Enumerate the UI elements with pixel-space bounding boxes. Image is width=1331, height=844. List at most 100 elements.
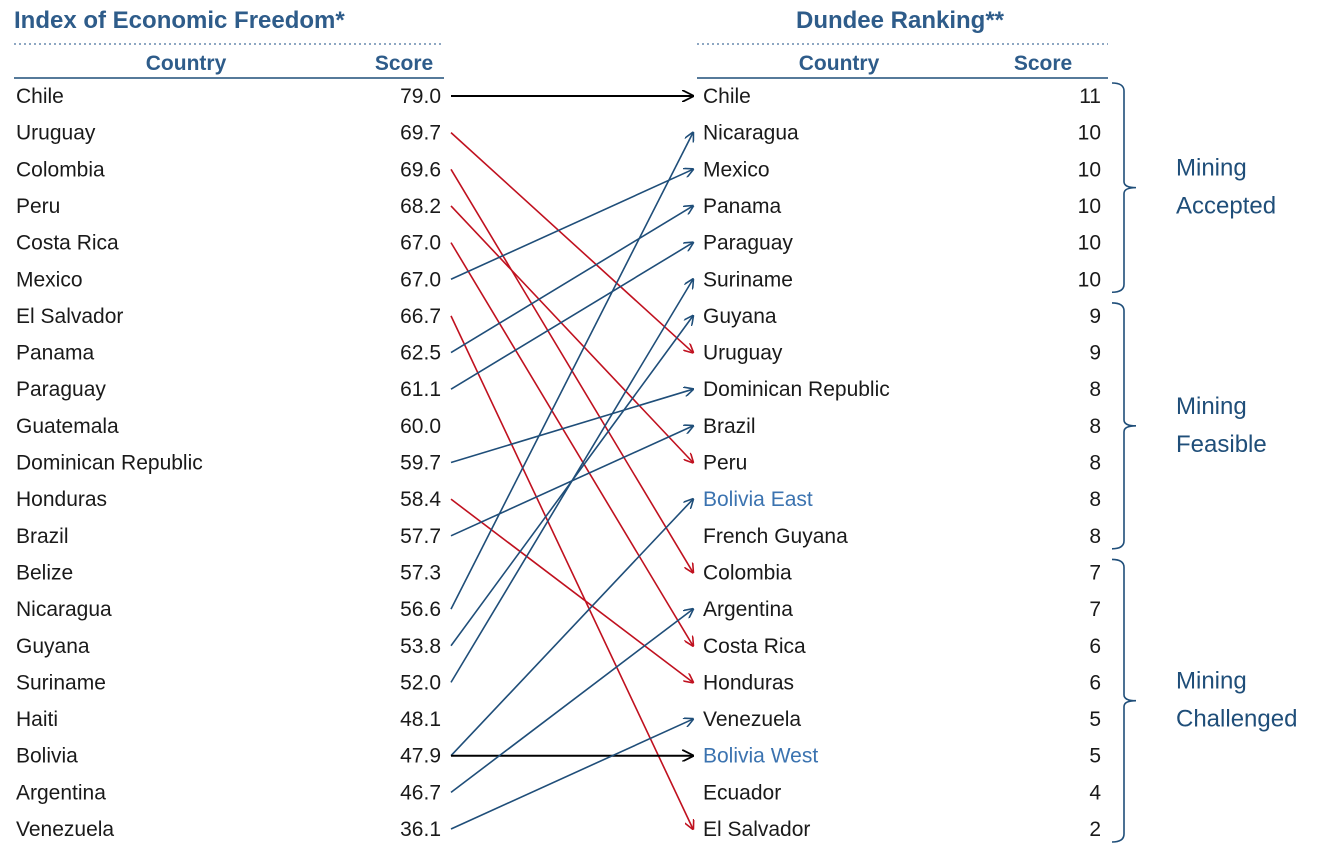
group-brace	[1111, 558, 1137, 843]
right-row-score: 10	[1078, 195, 1101, 218]
left-row-score: 57.3	[400, 561, 441, 584]
left-row-score: 68.2	[400, 195, 441, 218]
left-header-score: Score	[375, 52, 433, 75]
left-row-score: 62.5	[400, 342, 441, 365]
right-row-score: 7	[1089, 561, 1101, 584]
right-row-country: Argentina	[703, 598, 793, 621]
arrow-nicaragua-to-nicaragua	[450, 133, 693, 610]
right-row-country: Uruguay	[703, 342, 783, 365]
left-row-score: 59.7	[400, 452, 441, 475]
left-row-country: Colombia	[16, 158, 105, 181]
right-row-country: Nicaragua	[703, 122, 799, 145]
left-row-country: Uruguay	[16, 122, 96, 145]
right-row-country: Honduras	[703, 671, 794, 694]
left-row-country: Bolivia	[16, 745, 78, 768]
right-row-score: 10	[1078, 268, 1101, 291]
left-row-score: 46.7	[400, 781, 441, 804]
arrow-dominican-republic-to-dominican-republic	[450, 389, 693, 464]
right-row-country: Suriname	[703, 268, 793, 291]
left-row-score: 56.6	[400, 598, 441, 621]
right-row-score: 9	[1089, 342, 1101, 365]
left-row-country: Haiti	[16, 708, 58, 731]
group-label-line2: Accepted	[1176, 193, 1276, 220]
left-row-country: Venezuela	[16, 818, 114, 841]
right-row-score: 10	[1078, 122, 1101, 145]
right-table-title: Dundee Ranking**	[796, 7, 1005, 34]
arrow-uruguay-to-uruguay	[450, 132, 693, 353]
left-row-country: Nicaragua	[16, 598, 112, 621]
right-row-country: El Salvador	[703, 818, 810, 841]
left-row-country: El Salvador	[16, 305, 123, 328]
left-row-country: Dominican Republic	[16, 452, 203, 475]
right-row-country: Costa Rica	[703, 635, 806, 658]
left-row-score: 58.4	[400, 488, 441, 511]
right-row-country: Panama	[703, 195, 782, 218]
right-row-score: 5	[1089, 745, 1101, 768]
left-row-score: 57.7	[400, 525, 441, 548]
left-row-country: Brazil	[16, 525, 69, 548]
ranking-arrows	[450, 96, 693, 830]
right-row-score: 6	[1089, 635, 1101, 658]
arrow-peru-to-peru	[450, 205, 693, 463]
left-row-score: 69.6	[400, 158, 441, 181]
left-row-country: Peru	[16, 195, 60, 218]
right-row-country: Mexico	[703, 158, 770, 181]
right-row-score: 11	[1079, 85, 1101, 108]
right-row-score: 7	[1089, 598, 1101, 621]
right-row-score: 8	[1089, 525, 1101, 548]
left-table-title: Index of Economic Freedom*	[14, 7, 345, 34]
arrow-paraguay-to-paraguay	[450, 243, 693, 390]
right-row-score: 9	[1089, 305, 1101, 328]
right-row-score: 8	[1089, 452, 1101, 475]
left-row-score: 47.9	[400, 745, 441, 768]
left-row-score: 36.1	[400, 818, 441, 841]
left-row-score: 60.0	[400, 415, 441, 438]
left-row-country: Honduras	[16, 488, 107, 511]
left-row-country: Paraguay	[16, 378, 106, 401]
right-row-score: 5	[1089, 708, 1101, 731]
left-row-country: Costa Rica	[16, 232, 119, 255]
left-row-score: 67.0	[400, 232, 441, 255]
right-row-score: 10	[1078, 158, 1101, 181]
right-row-score: 4	[1089, 781, 1101, 804]
ranking-groups: Mining Accepted Mining Feasible Mining Challe…	[1111, 82, 1297, 843]
right-header-country: Country	[799, 52, 880, 75]
group-brace	[1111, 82, 1137, 294]
left-row-country: Guatemala	[16, 415, 119, 438]
right-row-country: Brazil	[703, 415, 756, 438]
right-row-score: 2	[1089, 818, 1101, 841]
right-row-country: Chile	[703, 85, 751, 108]
left-row-score: 52.0	[400, 671, 441, 694]
arrow-honduras-to-honduras	[450, 498, 693, 682]
arrow-argentina-to-argentina	[450, 609, 693, 793]
arrow-el-salvador-to-el-salvador	[450, 315, 693, 829]
group-label-line2: Feasible	[1176, 431, 1267, 458]
arrow-suriname-to-suriname	[450, 279, 693, 683]
right-header-score: Score	[1014, 52, 1072, 75]
right-row-country: Bolivia West	[703, 745, 818, 768]
right-row-country: Venezuela	[703, 708, 801, 731]
left-row-score: 67.0	[400, 268, 441, 291]
left-row-country: Argentina	[16, 781, 106, 804]
right-row-country: Peru	[703, 452, 747, 475]
left-row-score: 53.8	[400, 635, 441, 658]
left-row-score: 66.7	[400, 305, 441, 328]
right-row-country: Colombia	[703, 561, 792, 584]
left-row-country: Chile	[16, 85, 64, 108]
arrow-mexico-to-mexico	[450, 169, 693, 280]
left-row-country: Panama	[16, 342, 95, 365]
arrow-panama-to-panama	[450, 206, 693, 354]
right-row-country: Paraguay	[703, 232, 793, 255]
right-row-score: 8	[1089, 488, 1101, 511]
arrow-costa-rica-to-costa-rica	[450, 242, 693, 646]
left-header-country: Country	[146, 52, 227, 75]
arrow-venezuela-to-venezuela	[450, 719, 693, 830]
left-row-score: 79.0	[400, 85, 441, 108]
right-row-score: 8	[1089, 378, 1101, 401]
right-row-country: Dominican Republic	[703, 378, 890, 401]
left-row-score: 48.1	[400, 708, 441, 731]
right-row-score: 8	[1089, 415, 1101, 438]
arrow-bolivia-to-bolivia-east	[450, 499, 693, 757]
left-table-rows: Chile 79.0 Uruguay 69.7 Colombia 69.6 Peru 68.2…	[16, 85, 441, 841]
